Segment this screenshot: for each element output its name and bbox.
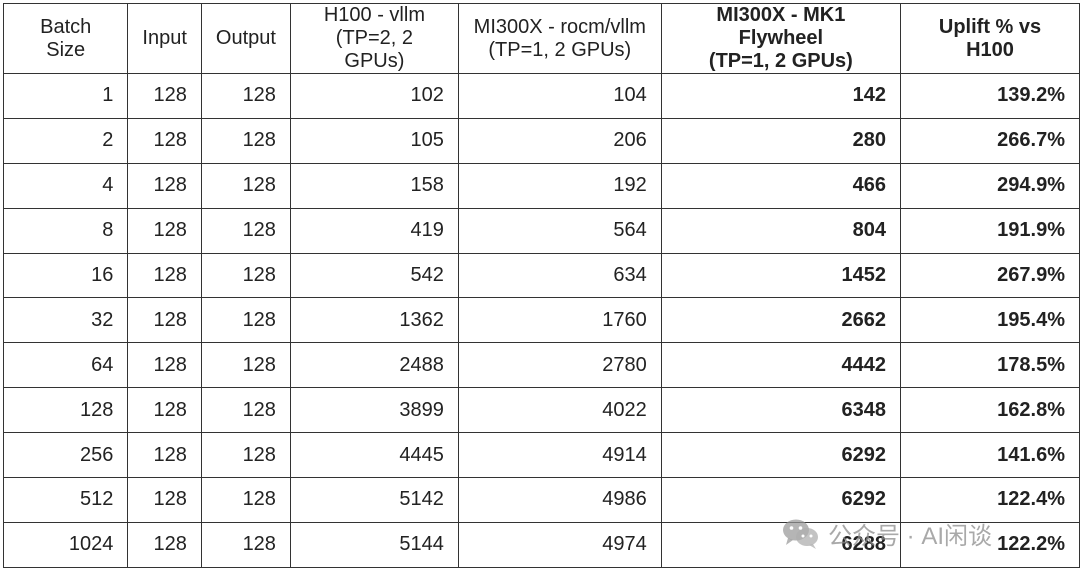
cell-mi300x-mk1-flywheel: 6292 — [660, 477, 902, 523]
cell-h100-vllm: 5142 — [289, 477, 459, 523]
cell-h100-vllm: 105 — [289, 117, 459, 164]
cell-mi300x-rocm-vllm: 4914 — [457, 432, 662, 479]
cell-output: 128 — [200, 477, 291, 523]
table-row: 8 128 128 419 564 804 191.9% — [2, 207, 1080, 254]
cell-batch-size: 16 — [2, 252, 129, 299]
cell-mi300x-mk1-flywheel: 804 — [660, 207, 902, 254]
cell-input: 128 — [127, 297, 202, 344]
cell-input: 128 — [127, 73, 202, 119]
cell-mi300x-mk1-flywheel: 6348 — [660, 387, 902, 434]
header-uplift: Uplift % vs H100 — [900, 3, 1080, 74]
table-row: 2 128 128 105 206 280 266.7% — [2, 117, 1080, 164]
cell-mi300x-mk1-flywheel: 142 — [660, 73, 902, 119]
cell-h100-vllm: 158 — [289, 162, 459, 209]
table-row: 512 128 128 5142 4986 6292 122.4% — [2, 477, 1080, 523]
cell-mi300x-rocm-vllm: 564 — [457, 207, 662, 254]
cell-mi300x-rocm-vllm: 206 — [457, 117, 662, 164]
cell-h100-vllm: 5144 — [289, 521, 459, 568]
cell-h100-vllm: 4445 — [289, 432, 459, 479]
cell-uplift: 139.2% — [900, 73, 1080, 119]
cell-output: 128 — [200, 117, 291, 164]
header-batch-size: Batch Size — [2, 3, 129, 74]
cell-uplift: 267.9% — [900, 252, 1080, 299]
cell-uplift: 122.4% — [900, 477, 1080, 523]
table-row: 1 128 128 102 104 142 139.2% — [2, 73, 1080, 119]
cell-output: 128 — [200, 252, 291, 299]
cell-input: 128 — [127, 387, 202, 434]
cell-uplift: 195.4% — [900, 297, 1080, 344]
cell-mi300x-mk1-flywheel: 466 — [660, 162, 902, 209]
cell-h100-vllm: 2488 — [289, 342, 459, 389]
cell-mi300x-rocm-vllm: 104 — [457, 73, 662, 119]
table-row: 4 128 128 158 192 466 294.9% — [2, 162, 1080, 209]
cell-mi300x-mk1-flywheel: 6292 — [660, 432, 902, 479]
cell-mi300x-rocm-vllm: 2780 — [457, 342, 662, 389]
cell-input: 128 — [127, 117, 202, 164]
cell-input: 128 — [127, 207, 202, 254]
cell-uplift: 141.6% — [900, 432, 1080, 479]
cell-h100-vllm: 102 — [289, 73, 459, 119]
cell-output: 128 — [200, 432, 291, 479]
cell-input: 128 — [127, 477, 202, 523]
cell-output: 128 — [200, 207, 291, 254]
cell-batch-size: 2 — [2, 117, 129, 164]
cell-mi300x-mk1-flywheel: 1452 — [660, 252, 902, 299]
table-row: 256 128 128 4445 4914 6292 141.6% — [2, 432, 1080, 479]
cell-input: 128 — [127, 252, 202, 299]
cell-output: 128 — [200, 162, 291, 209]
header-row: Batch Size Input Output H100 - vllm (TP=2… — [2, 3, 1080, 74]
cell-mi300x-mk1-flywheel: 4442 — [660, 342, 902, 389]
cell-mi300x-rocm-vllm: 4022 — [457, 387, 662, 434]
cell-uplift: 266.7% — [900, 117, 1080, 164]
cell-output: 128 — [200, 342, 291, 389]
header-mi300x-mk1-flywheel: MI300X - MK1 Flywheel (TP=1, 2 GPUs) — [660, 3, 902, 74]
cell-batch-size: 1024 — [2, 521, 129, 568]
cell-batch-size: 1 — [2, 73, 129, 119]
cell-mi300x-rocm-vllm: 4986 — [457, 477, 662, 523]
table-row: 16 128 128 542 634 1452 267.9% — [2, 252, 1080, 299]
cell-batch-size: 256 — [2, 432, 129, 479]
table-row: 1024 128 128 5144 4974 6288 122.2% — [2, 521, 1080, 568]
header-h100-vllm: H100 - vllm (TP=2, 2 GPUs) — [289, 3, 459, 74]
cell-mi300x-rocm-vllm: 634 — [457, 252, 662, 299]
cell-output: 128 — [200, 73, 291, 119]
cell-input: 128 — [127, 342, 202, 389]
cell-output: 128 — [200, 387, 291, 434]
benchmark-table: Batch Size Input Output H100 - vllm (TP=2… — [2, 3, 1080, 568]
cell-uplift: 122.2% — [900, 521, 1080, 568]
table-row: 64 128 128 2488 2780 4442 178.5% — [2, 342, 1080, 389]
cell-input: 128 — [127, 432, 202, 479]
cell-h100-vllm: 1362 — [289, 297, 459, 344]
cell-mi300x-rocm-vllm: 4974 — [457, 521, 662, 568]
cell-mi300x-rocm-vllm: 1760 — [457, 297, 662, 344]
cell-batch-size: 128 — [2, 387, 129, 434]
cell-output: 128 — [200, 297, 291, 344]
cell-h100-vllm: 542 — [289, 252, 459, 299]
header-input: Input — [127, 3, 202, 74]
cell-h100-vllm: 3899 — [289, 387, 459, 434]
cell-batch-size: 8 — [2, 207, 129, 254]
header-output: Output — [200, 3, 291, 74]
cell-input: 128 — [127, 521, 202, 568]
cell-uplift: 191.9% — [900, 207, 1080, 254]
cell-batch-size: 32 — [2, 297, 129, 344]
header-mi300x-rocm-vllm: MI300X - rocm/vllm (TP=1, 2 GPUs) — [457, 3, 662, 74]
cell-batch-size: 4 — [2, 162, 129, 209]
table-row: 128 128 128 3899 4022 6348 162.8% — [2, 387, 1080, 434]
cell-uplift: 178.5% — [900, 342, 1080, 389]
cell-mi300x-mk1-flywheel: 280 — [660, 117, 902, 164]
cell-uplift: 162.8% — [900, 387, 1080, 434]
cell-batch-size: 512 — [2, 477, 129, 523]
cell-h100-vllm: 419 — [289, 207, 459, 254]
cell-batch-size: 64 — [2, 342, 129, 389]
table-row: 32 128 128 1362 1760 2662 195.4% — [2, 297, 1080, 344]
cell-mi300x-rocm-vllm: 192 — [457, 162, 662, 209]
cell-mi300x-mk1-flywheel: 6288 — [660, 521, 902, 568]
cell-output: 128 — [200, 521, 291, 568]
cell-uplift: 294.9% — [900, 162, 1080, 209]
cell-input: 128 — [127, 162, 202, 209]
cell-mi300x-mk1-flywheel: 2662 — [660, 297, 902, 344]
